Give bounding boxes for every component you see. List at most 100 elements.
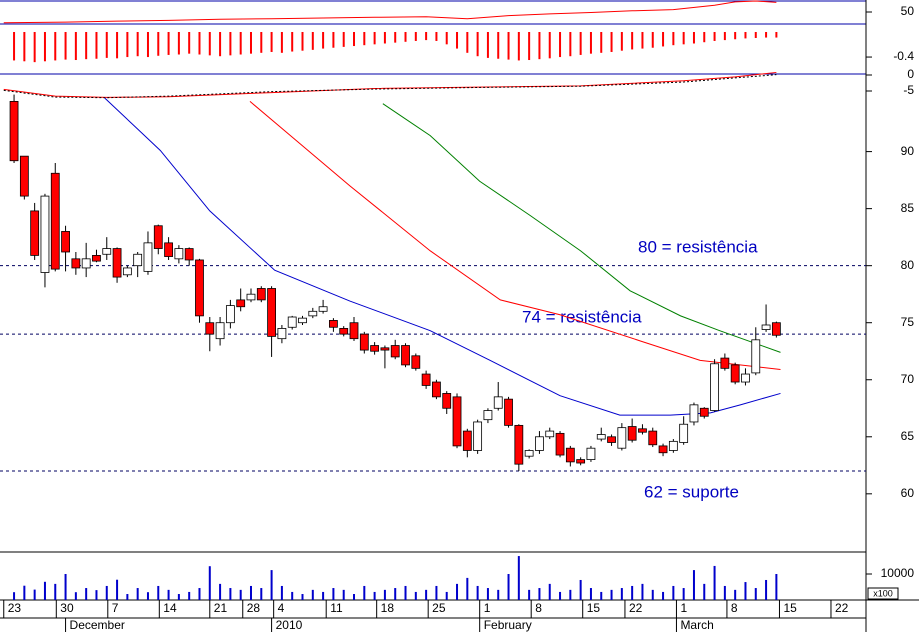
candle-body <box>493 396 503 409</box>
histogram-bar <box>548 32 551 59</box>
month-label: 2010 <box>276 618 303 632</box>
candle-body <box>236 299 246 308</box>
y-tick-label: -0.4 <box>893 49 914 63</box>
x-tick-label: 21 <box>214 601 228 615</box>
volume-bar <box>620 588 623 600</box>
candle-body <box>40 195 50 273</box>
candle-body <box>390 345 400 358</box>
histogram-bar <box>631 32 634 50</box>
volume-bar <box>734 589 737 600</box>
histogram-bar <box>600 32 603 53</box>
candle-body <box>710 363 719 411</box>
volume-bar <box>497 589 500 600</box>
candle-body <box>298 317 307 324</box>
histogram-bar <box>569 32 572 57</box>
y-tick-label: 0 <box>907 67 914 81</box>
histogram-bar <box>425 32 428 41</box>
candle-body <box>256 288 266 301</box>
histogram-bar <box>219 32 222 57</box>
y-tick-label: 90 <box>901 144 915 158</box>
candle-body <box>370 345 380 352</box>
indicator-line <box>382 103 781 353</box>
histogram-bar <box>466 32 469 53</box>
candle-body <box>504 398 513 426</box>
histogram-bar <box>507 32 510 60</box>
volume-bar <box>33 589 36 600</box>
histogram-bar <box>301 32 304 51</box>
volume-bar <box>476 585 479 600</box>
candle-body <box>246 293 256 301</box>
histogram-bar <box>64 32 67 60</box>
histogram-bar <box>13 32 16 61</box>
candle-body <box>329 320 338 328</box>
x-tick-label: 23 <box>8 601 22 615</box>
volume-bar <box>363 585 366 600</box>
volume-bar <box>157 585 160 600</box>
histogram-bar <box>765 32 768 38</box>
candle-body <box>287 316 297 328</box>
candle-body <box>122 267 132 276</box>
y-tick-label: 65 <box>901 429 915 443</box>
volume-bar <box>188 591 191 600</box>
candle-body <box>576 459 586 464</box>
histogram-bar <box>239 32 242 55</box>
volume-bar <box>85 588 88 600</box>
histogram-bar <box>54 32 57 61</box>
histogram-bar <box>528 32 531 61</box>
candle-body <box>359 333 369 351</box>
histogram-bar <box>651 32 654 48</box>
x-tick-label: 30 <box>60 601 74 615</box>
candle-body <box>195 259 204 317</box>
histogram-bar <box>579 32 582 55</box>
candle-body <box>143 242 153 272</box>
candle-body <box>133 253 143 267</box>
histogram-bar <box>538 32 541 60</box>
x-tick-label: 28 <box>247 601 261 615</box>
histogram-bar <box>620 32 623 51</box>
histogram-bar <box>342 32 345 47</box>
volume-bar <box>559 591 562 600</box>
histogram-bar <box>692 32 695 44</box>
candle-body <box>81 258 91 269</box>
x-tick-label: 11 <box>330 601 343 615</box>
volume-bar <box>456 583 459 600</box>
histogram-bar <box>754 32 757 38</box>
volume-bar <box>322 591 325 600</box>
indicator-line <box>104 97 781 416</box>
volume-bar <box>229 588 232 600</box>
candle-body <box>50 172 60 270</box>
volume-bar <box>765 579 768 600</box>
candle-body <box>607 436 616 443</box>
volume-unit: x100 <box>873 588 893 598</box>
volume-bar <box>754 588 757 600</box>
candle-body <box>679 423 689 443</box>
candle-body <box>483 410 493 421</box>
histogram-bar <box>497 32 500 59</box>
histogram-bar <box>322 32 325 49</box>
x-tick-label: 14 <box>163 601 177 615</box>
histogram-bar <box>43 32 46 62</box>
histogram-bar <box>74 32 77 61</box>
volume-bar <box>23 585 26 600</box>
volume-bar <box>394 588 397 600</box>
volume-bar <box>723 585 726 600</box>
candle-body <box>112 248 122 278</box>
histogram-bar <box>353 32 356 47</box>
volume-bar <box>116 579 119 600</box>
x-tick-label: 8 <box>731 601 738 615</box>
candle-body <box>452 396 462 447</box>
volume-bar <box>13 592 16 600</box>
y-tick-label: -5 <box>903 83 914 97</box>
candle-body <box>153 225 163 249</box>
volume-bar <box>342 589 345 600</box>
histogram-bar <box>476 32 479 57</box>
histogram-bar <box>198 32 201 55</box>
volume-bar <box>126 594 129 600</box>
volume-bar <box>662 591 665 600</box>
histogram-bar <box>157 32 160 56</box>
candle-body <box>184 248 194 261</box>
histogram-bar <box>116 32 119 59</box>
candle-body <box>318 306 328 312</box>
histogram-bar <box>435 32 438 41</box>
